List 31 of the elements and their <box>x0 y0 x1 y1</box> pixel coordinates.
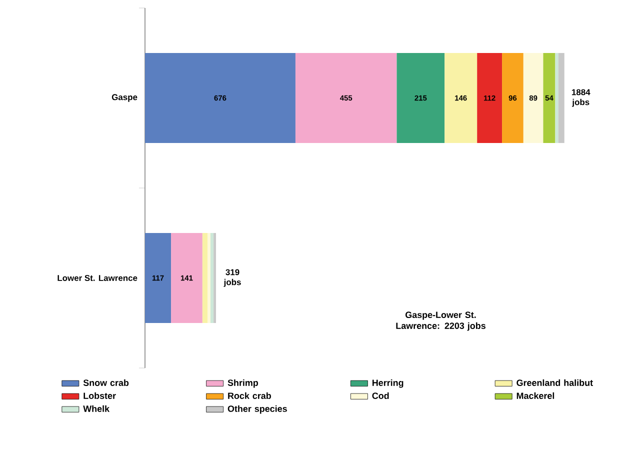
bar <box>295 53 397 144</box>
bar <box>543 53 556 144</box>
legend-label: Rock crab <box>228 392 271 399</box>
legend-label: Shrimp <box>228 379 258 388</box>
bar <box>171 233 202 324</box>
bar <box>208 233 210 324</box>
y-tick-label: Lower St. Lawrence <box>58 275 138 281</box>
bar <box>396 53 445 144</box>
bar <box>502 53 524 144</box>
bar <box>145 233 172 324</box>
bar <box>145 53 296 144</box>
bar <box>477 53 502 144</box>
legend-label: Mackerel <box>516 392 554 399</box>
legend-label: Herring <box>372 379 404 388</box>
annotation: Gaspe-Lower St. Lawrence: 2203 jobs <box>396 312 486 331</box>
bar <box>558 53 564 144</box>
legend-label: Other species <box>228 405 287 414</box>
bar <box>444 53 478 144</box>
bar <box>214 233 216 324</box>
legend-label: Lobster <box>84 392 116 399</box>
legend-label: Cod <box>372 392 389 399</box>
bar <box>555 53 558 144</box>
total-label: 319 jobs <box>224 269 241 287</box>
legend-label: Snow crab <box>83 379 129 386</box>
bar <box>202 233 208 324</box>
legend-label: Whelk <box>83 405 110 412</box>
legend-label: Greenland halibut <box>516 379 593 386</box>
bar <box>523 53 544 144</box>
total-label: 1884 jobs <box>572 89 590 107</box>
bar <box>210 233 214 324</box>
y-tick-label: Gaspe <box>112 94 138 102</box>
